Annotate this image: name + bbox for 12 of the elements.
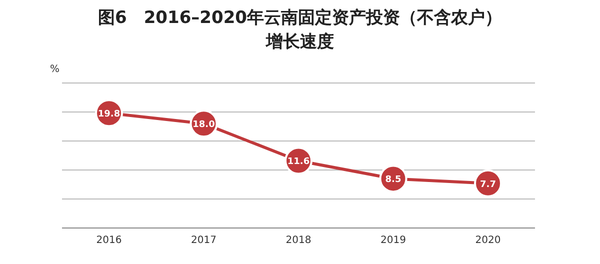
- x-tick-label: 2020: [475, 235, 501, 246]
- x-tick-label: 2018: [286, 235, 312, 246]
- x-tick-label: 2016: [96, 235, 122, 246]
- data-label: 7.7: [480, 180, 496, 190]
- chart-title: 图6 2016–2020年云南固定资产投资（不含农户）增长速度: [97, 7, 503, 54]
- x-tick-label: 2017: [191, 235, 216, 246]
- data-label: 18.0: [192, 120, 215, 130]
- data-label: 11.6: [287, 157, 310, 168]
- data-label: 8.5: [385, 175, 402, 186]
- y-axis-title: %: [50, 64, 60, 75]
- x-tick-label: 2019: [380, 235, 406, 246]
- data-label: 19.8: [98, 110, 120, 120]
